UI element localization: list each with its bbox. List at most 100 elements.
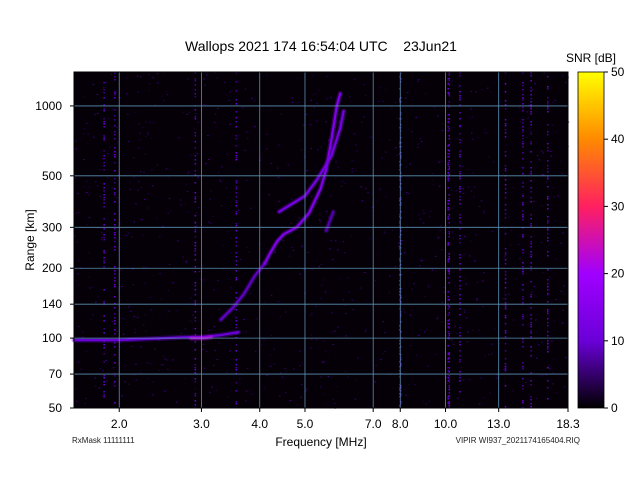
noise-speck <box>482 306 484 308</box>
noise-speck <box>460 367 463 369</box>
interference-dot <box>447 121 449 123</box>
interference-dot <box>400 142 402 144</box>
noise-speck <box>353 133 356 135</box>
noise-speck <box>282 239 285 241</box>
interference-dot <box>547 237 549 239</box>
interference-dot <box>459 199 461 201</box>
noise-speck <box>94 385 97 387</box>
noise-speck <box>469 117 471 119</box>
interference-dot <box>522 368 524 370</box>
noise-speck <box>493 82 496 84</box>
noise-speck <box>321 361 324 363</box>
noise-speck <box>405 394 407 396</box>
interference-dot <box>399 384 401 386</box>
x-tick-label: 18.3 <box>556 417 580 431</box>
noise-speck <box>398 245 400 247</box>
noise-speck <box>80 368 83 370</box>
noise-speck <box>380 358 382 360</box>
noise-speck <box>186 113 189 115</box>
interference-dot <box>103 266 105 268</box>
noise-speck <box>327 376 330 377</box>
noise-speck <box>164 390 166 392</box>
interference-dot <box>547 367 549 369</box>
interference-dot <box>530 133 532 135</box>
interference-dot <box>114 115 116 117</box>
interference-dot <box>522 346 524 348</box>
interference-dot <box>400 297 402 299</box>
interference-dot <box>114 194 116 196</box>
noise-speck <box>382 321 385 323</box>
noise-speck <box>563 285 565 287</box>
interference-dot <box>447 380 449 382</box>
interference-dot <box>194 236 197 238</box>
noise-speck <box>227 278 229 280</box>
interference-dot <box>448 114 450 116</box>
noise-speck <box>470 91 472 92</box>
interference-dot <box>547 97 549 99</box>
interference-dot <box>547 255 549 257</box>
interference-dot <box>103 108 105 110</box>
noise-speck <box>541 375 544 377</box>
noise-speck <box>222 268 225 270</box>
noise-speck <box>124 318 126 320</box>
noise-speck <box>549 368 551 370</box>
interference-dot <box>235 103 238 105</box>
interference-dot <box>459 380 461 382</box>
interference-dot <box>235 245 238 247</box>
noise-speck <box>219 179 221 181</box>
interference-dot <box>459 242 461 244</box>
interference-dot <box>235 237 238 239</box>
interference-dot <box>504 184 507 186</box>
interference-dot <box>194 300 197 302</box>
plot-background <box>74 72 568 408</box>
noise-speck <box>552 359 555 361</box>
interference-dot <box>459 341 461 343</box>
interference-dot <box>235 145 238 147</box>
interference-dot <box>447 130 449 132</box>
interference-dot <box>400 97 402 99</box>
noise-speck <box>305 220 308 222</box>
interference-dot <box>530 332 532 334</box>
interference-dot <box>459 314 461 316</box>
noise-speck <box>533 286 536 288</box>
interference-dot <box>547 171 549 173</box>
interference-dot <box>459 133 461 135</box>
noise-speck <box>144 153 147 155</box>
noise-speck <box>364 94 367 96</box>
noise-speck <box>379 87 382 89</box>
interference-dot <box>114 138 116 140</box>
noise-speck <box>263 386 266 388</box>
interference-dot <box>447 345 449 347</box>
interference-dot <box>235 159 238 161</box>
x-axis-label: Frequency [MHz] <box>275 435 366 449</box>
noise-speck <box>89 287 91 289</box>
interference-dot <box>547 147 549 149</box>
interference-dot <box>530 197 532 199</box>
interference-dot <box>459 294 461 296</box>
noise-speck <box>533 201 535 202</box>
noise-speck <box>202 265 204 267</box>
noise-speck <box>137 189 139 191</box>
noise-speck <box>120 270 123 272</box>
noise-speck <box>301 277 303 279</box>
noise-speck <box>237 209 240 211</box>
interference-dot <box>447 270 449 272</box>
noise-speck <box>209 391 211 393</box>
noise-speck <box>203 78 205 80</box>
interference-dot <box>530 87 532 89</box>
noise-speck <box>512 390 514 392</box>
interference-dot <box>400 197 402 199</box>
interference-dot <box>459 361 461 363</box>
interference-dot <box>447 331 449 333</box>
noise-speck <box>146 362 148 364</box>
noise-speck <box>85 398 87 399</box>
noise-speck <box>442 123 444 125</box>
interference-dot <box>235 344 238 346</box>
interference-dot <box>114 317 116 319</box>
noise-speck <box>537 344 540 346</box>
interference-dot <box>235 277 238 279</box>
noise-speck <box>345 313 347 314</box>
noise-speck <box>436 318 438 320</box>
interference-dot <box>504 363 507 365</box>
noise-speck <box>554 220 556 222</box>
